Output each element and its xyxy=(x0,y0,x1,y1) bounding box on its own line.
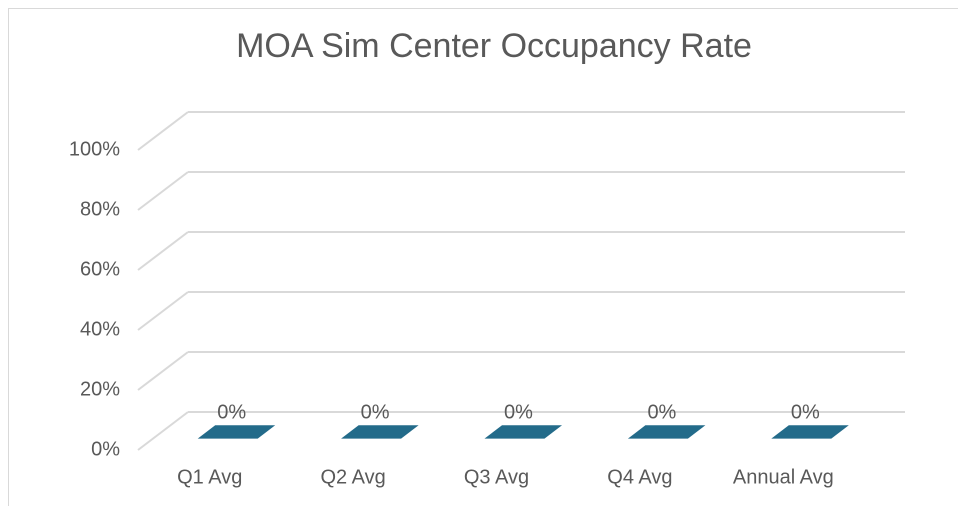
data-label: 0% xyxy=(217,402,246,424)
data-label: 0% xyxy=(504,402,533,424)
grid-line-side xyxy=(137,291,189,331)
data-label: 0% xyxy=(791,402,820,424)
chart-title: MOA Sim Center Occupancy Rate xyxy=(236,27,752,65)
x-tick-label: Q1 Avg xyxy=(177,466,242,488)
grid-line-side xyxy=(137,171,189,211)
grid-line-side xyxy=(137,411,189,451)
x-tick-label: Q3 Avg xyxy=(464,466,529,488)
chart-border xyxy=(8,8,958,506)
x-tick-label: Q2 Avg xyxy=(320,466,385,488)
grid-line-side xyxy=(137,231,189,271)
y-tick-label: 80% xyxy=(80,198,120,220)
data-label: 0% xyxy=(361,402,390,424)
x-tick-label: Q4 Avg xyxy=(607,466,672,488)
x-tick-label: Annual Avg xyxy=(733,466,834,488)
bar-top xyxy=(341,425,419,439)
y-tick-label: 40% xyxy=(80,318,120,340)
bar-top xyxy=(197,425,276,439)
grid-line-side xyxy=(137,111,189,151)
y-tick-label: 20% xyxy=(80,378,120,400)
y-tick-label: 60% xyxy=(80,258,120,280)
y-tick-label: 0% xyxy=(91,438,120,460)
data-label: 0% xyxy=(647,402,676,424)
bar-top xyxy=(771,425,849,439)
bar-top xyxy=(484,425,562,439)
bar-top xyxy=(627,425,706,439)
grid-line-side xyxy=(137,351,189,391)
y-tick-label: 100% xyxy=(69,138,120,160)
